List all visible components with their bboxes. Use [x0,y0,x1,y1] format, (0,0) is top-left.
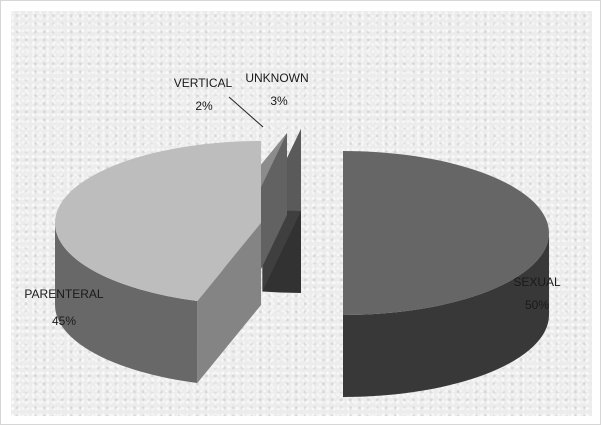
slices-layer [55,129,549,397]
data-label-unknown-value: 3% [270,94,288,108]
data-label-parenteral-name: PARENTERAL [24,287,103,301]
slice-sexual [343,151,549,397]
slice-parenteral-top [55,141,261,301]
data-label-sexual-name: SEXUAL [513,275,561,289]
data-label-parenteral-value: 45% [52,314,76,328]
data-label-unknown-name: UNKNOWN [245,71,308,85]
slice-parenteral [55,141,261,383]
data-label-sexual-value: 50% [525,298,549,312]
slice-parenteral-side [55,223,198,383]
slice-parenteral-face-0 [197,223,261,383]
data-label-vertical-name: VERTICAL [174,76,233,90]
slice-sexual-top [343,151,549,315]
slice-sexual-side [343,233,549,397]
labels-layer: SEXUAL 50% UNKNOWN 3% VERTICAL 2% PARENT… [24,71,561,328]
vertical-leader-line [228,96,264,128]
data-label-vertical-value: 2% [195,99,213,113]
